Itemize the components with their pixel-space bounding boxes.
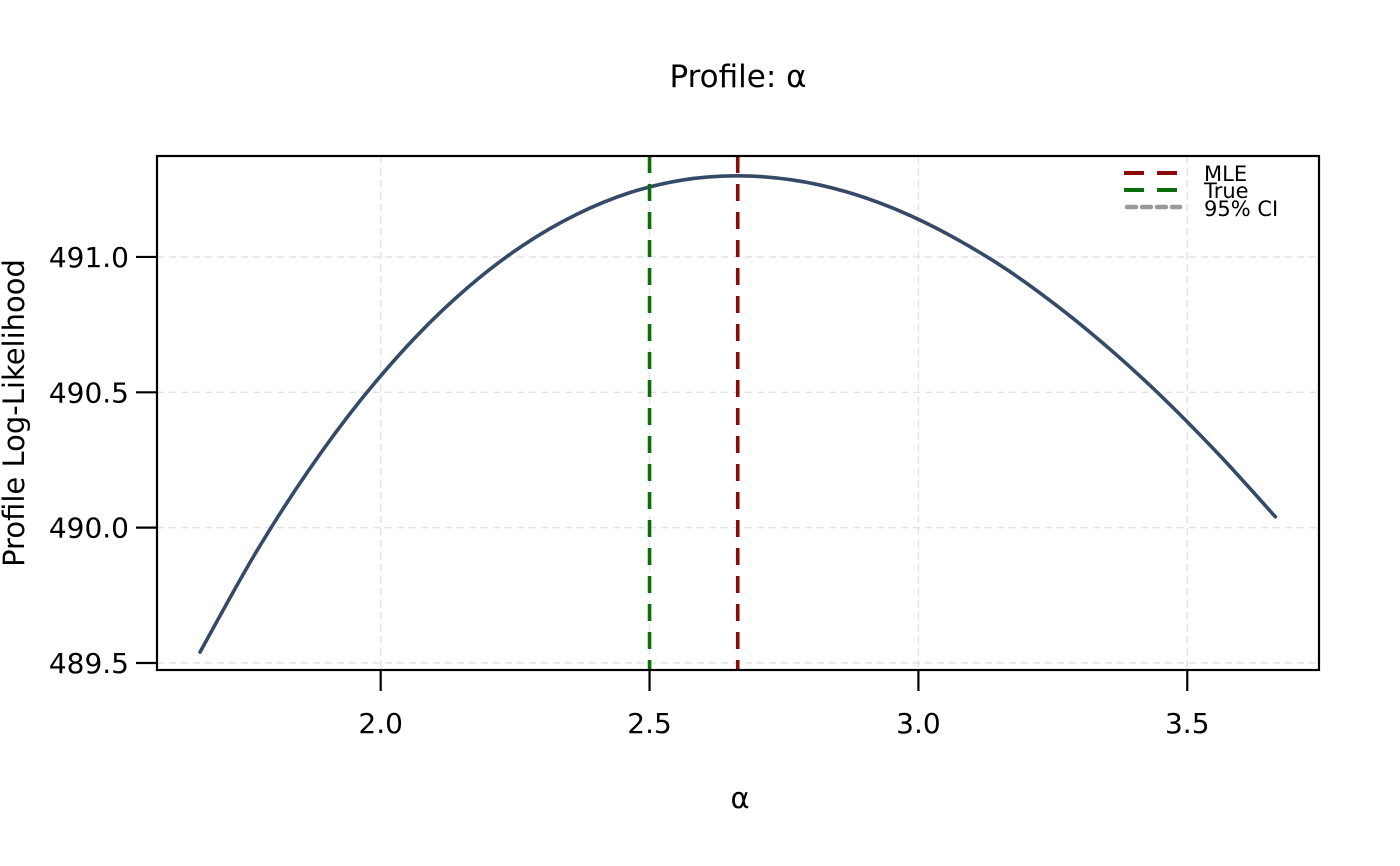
x-axis-label: α [730, 781, 749, 815]
y-tick-label: 491.0 [49, 241, 129, 274]
y-tick-label: 490.5 [49, 376, 129, 409]
y-tick-label: 490.0 [49, 512, 129, 545]
y-tick-label: 489.5 [49, 647, 129, 680]
plot-border [155, 154, 1321, 672]
legend-label-ci: 95% CI [1204, 197, 1278, 221]
x-tick-label: 2.0 [358, 707, 403, 740]
legend-label-true: True [1203, 179, 1249, 203]
x-axis-ticks: 2.0 2.5 3.0 3.5 [358, 670, 1210, 740]
x-tick-label: 3.5 [1165, 707, 1210, 740]
plot-content [198, 156, 1278, 670]
legend: MLE True 95% CI [1124, 162, 1278, 221]
x-tick-label: 3.0 [896, 707, 941, 740]
y-axis-ticks: 489.5 490.0 490.5 491.0 [49, 241, 157, 680]
legend-label-mle: MLE [1204, 162, 1247, 186]
profile-likelihood-curve [198, 174, 1278, 654]
x-tick-label: 2.5 [627, 707, 672, 740]
y-axis-label: Profile Log-Likelihood [0, 259, 31, 567]
chart-title: Profile: α [669, 59, 806, 95]
